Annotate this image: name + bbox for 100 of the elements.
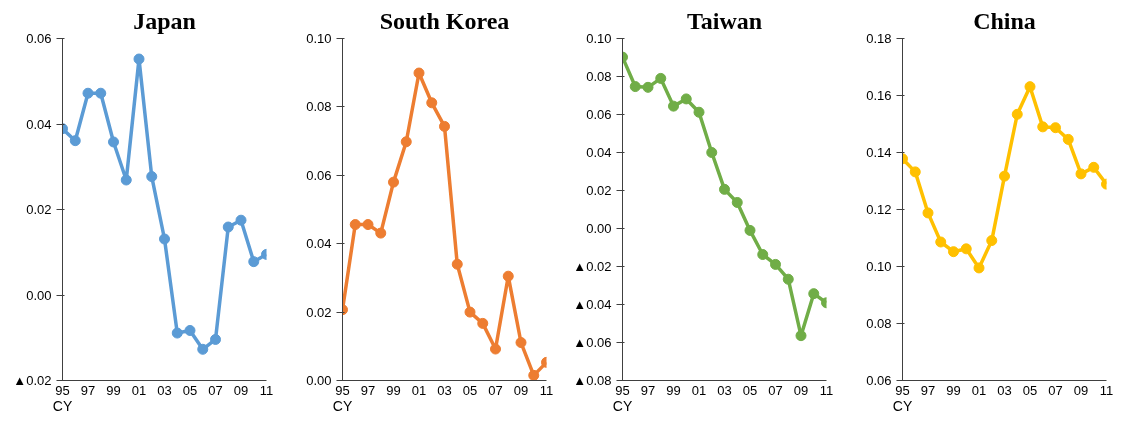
point	[248, 256, 260, 268]
point	[909, 166, 921, 178]
x-tick-label: 11	[819, 382, 834, 398]
point	[731, 196, 743, 208]
x-tick-label: 01	[411, 382, 427, 398]
y-tick-label: ▲0.02	[573, 259, 612, 274]
x-axis-title: CY	[332, 397, 353, 414]
point	[464, 306, 476, 318]
point	[935, 236, 947, 248]
point	[426, 97, 438, 109]
point	[400, 136, 412, 148]
y-tick-label: 0.06	[26, 31, 52, 46]
y-tick-label: 0.00	[586, 221, 612, 236]
y-tick-label: 0.00	[306, 373, 332, 388]
chart-title: South Korea	[379, 7, 510, 34]
x-tick-label: 05	[462, 382, 478, 398]
point	[375, 227, 387, 239]
point	[1037, 121, 1049, 133]
x-tick-label: 01	[971, 382, 987, 398]
x-tick-label: 05	[1022, 382, 1038, 398]
point	[451, 258, 463, 270]
x-tick-label: 03	[437, 382, 452, 398]
point	[95, 87, 107, 99]
x-tick-label: 11	[539, 382, 554, 398]
point	[477, 317, 489, 329]
y-tick-label: 0.06	[586, 107, 612, 122]
y-tick-label: 0.18	[866, 31, 892, 46]
x-tick-label: 03	[157, 382, 172, 398]
y-tick-label: 0.06	[306, 167, 332, 183]
point	[146, 171, 158, 183]
point	[948, 246, 959, 258]
y-tick-label: 0.08	[866, 316, 892, 331]
point	[770, 258, 781, 270]
point	[655, 72, 667, 84]
x-tick-label: 03	[997, 382, 1012, 398]
x-tick-label: 99	[946, 382, 961, 398]
point	[693, 106, 705, 118]
y-tick-label: 0.12	[866, 202, 892, 217]
point	[502, 270, 514, 282]
y-tick-label: 0.08	[306, 99, 332, 115]
y-tick-label: 0.04	[586, 145, 612, 160]
point	[757, 249, 769, 261]
point	[808, 288, 820, 300]
y-tick-label: 0.08	[586, 69, 612, 84]
point	[1050, 122, 1061, 134]
x-tick-label: 11	[259, 382, 274, 398]
point	[82, 87, 94, 99]
chart-title: Taiwan	[686, 7, 763, 34]
point	[222, 221, 234, 233]
point	[973, 262, 985, 274]
x-axis-title: CY	[612, 397, 633, 414]
point	[1024, 81, 1036, 93]
point	[960, 243, 972, 255]
point	[171, 327, 183, 339]
point	[197, 343, 209, 355]
y-tick-label: 0.02	[586, 183, 612, 198]
x-tick-label: 97	[80, 382, 96, 398]
point	[922, 207, 934, 219]
point	[362, 219, 374, 231]
x-tick-label: 95	[55, 382, 70, 398]
y-tick-label: 0.14	[866, 145, 892, 160]
point	[108, 136, 119, 148]
x-axis-title: CY	[52, 397, 73, 414]
point	[120, 174, 132, 186]
point	[515, 337, 527, 349]
y-tick-label: 0.10	[586, 31, 612, 46]
point	[210, 333, 221, 345]
point	[235, 214, 247, 226]
point	[629, 81, 641, 93]
point	[795, 330, 807, 342]
point	[159, 233, 170, 245]
point	[668, 100, 679, 112]
x-tick-label: 99	[666, 382, 681, 398]
point	[706, 147, 718, 158]
point	[439, 120, 450, 132]
point	[1011, 108, 1023, 120]
x-tick-label: 97	[920, 382, 936, 398]
point	[528, 369, 540, 381]
y-tick-label: 0.10	[866, 259, 892, 274]
x-tick-label: 09	[513, 382, 529, 398]
y-tick-label: 0.04	[26, 116, 52, 132]
y-tick-label: 0.10	[306, 31, 332, 46]
y-tick-label: ▲0.04	[573, 297, 612, 312]
x-tick-label: 07	[1048, 382, 1063, 398]
point	[719, 183, 730, 195]
x-tick-label: 05	[182, 382, 198, 398]
point	[490, 343, 501, 355]
point	[69, 135, 81, 147]
point	[184, 324, 196, 336]
x-tick-label: 01	[131, 382, 147, 398]
point	[642, 81, 654, 93]
y-tick-label: ▲0.06	[573, 335, 612, 350]
x-tick-label: 03	[717, 382, 732, 398]
x-tick-label: 07	[768, 382, 783, 398]
x-tick-label: 95	[615, 382, 630, 398]
x-tick-label: 99	[386, 382, 401, 398]
x-tick-label: 09	[793, 382, 809, 398]
x-tick-label: 01	[691, 382, 707, 398]
y-tick-label: 0.16	[866, 88, 892, 103]
y-tick-label: ▲0.02	[13, 373, 52, 388]
